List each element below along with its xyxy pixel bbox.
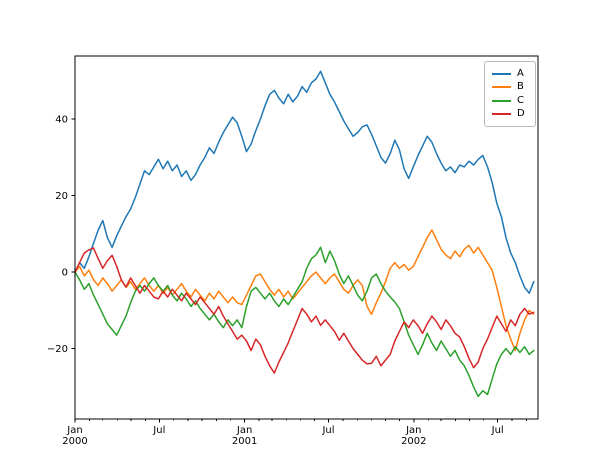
x-tick-label: Jan: [66, 425, 82, 436]
legend: A B C D: [484, 61, 536, 127]
legend-item: B: [492, 82, 529, 93]
x-tick-label: Jul: [321, 425, 334, 436]
x-tick-label: Jan: [236, 425, 252, 436]
series-line-C: [74, 246, 535, 398]
legend-item: D: [492, 109, 529, 120]
y-tick-label: 20: [55, 191, 68, 202]
legend-item: C: [492, 95, 529, 106]
x-tick-year-label: 2001: [232, 436, 257, 447]
legend-label-b: B: [517, 81, 524, 93]
x-tick-year-label: 2002: [401, 436, 426, 447]
legend-item: A: [492, 68, 529, 79]
x-tick-year-label: 2000: [62, 436, 87, 447]
legend-line-swatch-c: [492, 99, 511, 102]
legend-line-swatch-a: [492, 72, 511, 75]
x-tick-label: Jan: [405, 425, 421, 436]
y-tick-label: 40: [55, 115, 68, 126]
series-line-A: [74, 70, 535, 294]
series-line-D: [74, 247, 535, 374]
y-tick-label: 0: [62, 268, 68, 279]
axes-spines: [74, 55, 539, 420]
x-tick-label: Jul: [152, 425, 165, 436]
series-line-B: [74, 229, 535, 352]
legend-label-a: A: [517, 67, 524, 79]
legend-line-swatch-b: [492, 86, 511, 89]
x-tick-label: Jul: [491, 425, 504, 436]
legend-label-d: D: [517, 108, 525, 120]
legend-line-swatch-d: [492, 113, 511, 116]
y-tick-label: −20: [47, 344, 68, 355]
legend-label-c: C: [517, 94, 524, 106]
